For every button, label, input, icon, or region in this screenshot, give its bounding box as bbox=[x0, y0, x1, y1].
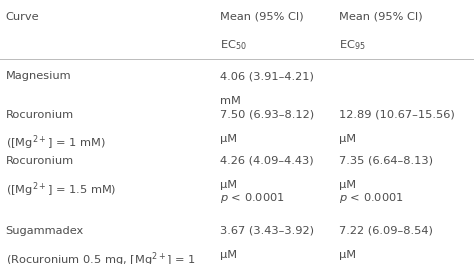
Text: μM: μM bbox=[339, 180, 356, 190]
Text: Rocuronium: Rocuronium bbox=[6, 110, 74, 120]
Text: ([Mg$^{2+}$] = 1 mM): ([Mg$^{2+}$] = 1 mM) bbox=[6, 134, 105, 152]
Text: Rocuronium: Rocuronium bbox=[6, 156, 74, 166]
Text: 3.67 (3.43–3.92): 3.67 (3.43–3.92) bbox=[220, 226, 314, 236]
Text: μM: μM bbox=[220, 180, 237, 190]
Text: EC$_{50}$: EC$_{50}$ bbox=[220, 38, 247, 52]
Text: 7.35 (6.64–8.13): 7.35 (6.64–8.13) bbox=[339, 156, 433, 166]
Text: μM: μM bbox=[220, 134, 237, 144]
Text: ([Mg$^{2+}$] = 1.5 mM): ([Mg$^{2+}$] = 1.5 mM) bbox=[6, 180, 116, 199]
Text: 4.06 (3.91–4.21): 4.06 (3.91–4.21) bbox=[220, 71, 314, 81]
Text: μM: μM bbox=[220, 250, 237, 260]
Text: Sugammadex: Sugammadex bbox=[6, 226, 84, 236]
Text: 7.22 (6.09–8.54): 7.22 (6.09–8.54) bbox=[339, 226, 433, 236]
Text: Mean (95% CI): Mean (95% CI) bbox=[339, 12, 422, 22]
Text: Mean (95% CI): Mean (95% CI) bbox=[220, 12, 304, 22]
Text: (Rocuronium 0.5 mg, [Mg$^{2+}$] = 1: (Rocuronium 0.5 mg, [Mg$^{2+}$] = 1 bbox=[6, 250, 196, 264]
Text: Curve: Curve bbox=[6, 12, 39, 22]
Text: μM: μM bbox=[339, 250, 356, 260]
Text: mM: mM bbox=[220, 96, 241, 106]
Text: $p$ < 0.0001: $p$ < 0.0001 bbox=[220, 191, 285, 205]
Text: EC$_{95}$: EC$_{95}$ bbox=[339, 38, 365, 52]
Text: 12.89 (10.67–15.56): 12.89 (10.67–15.56) bbox=[339, 110, 455, 120]
Text: 4.26 (4.09–4.43): 4.26 (4.09–4.43) bbox=[220, 156, 314, 166]
Text: μM: μM bbox=[339, 134, 356, 144]
Text: $p$ < 0.0001: $p$ < 0.0001 bbox=[339, 191, 404, 205]
Text: Magnesium: Magnesium bbox=[6, 71, 71, 81]
Text: 7.50 (6.93–8.12): 7.50 (6.93–8.12) bbox=[220, 110, 315, 120]
